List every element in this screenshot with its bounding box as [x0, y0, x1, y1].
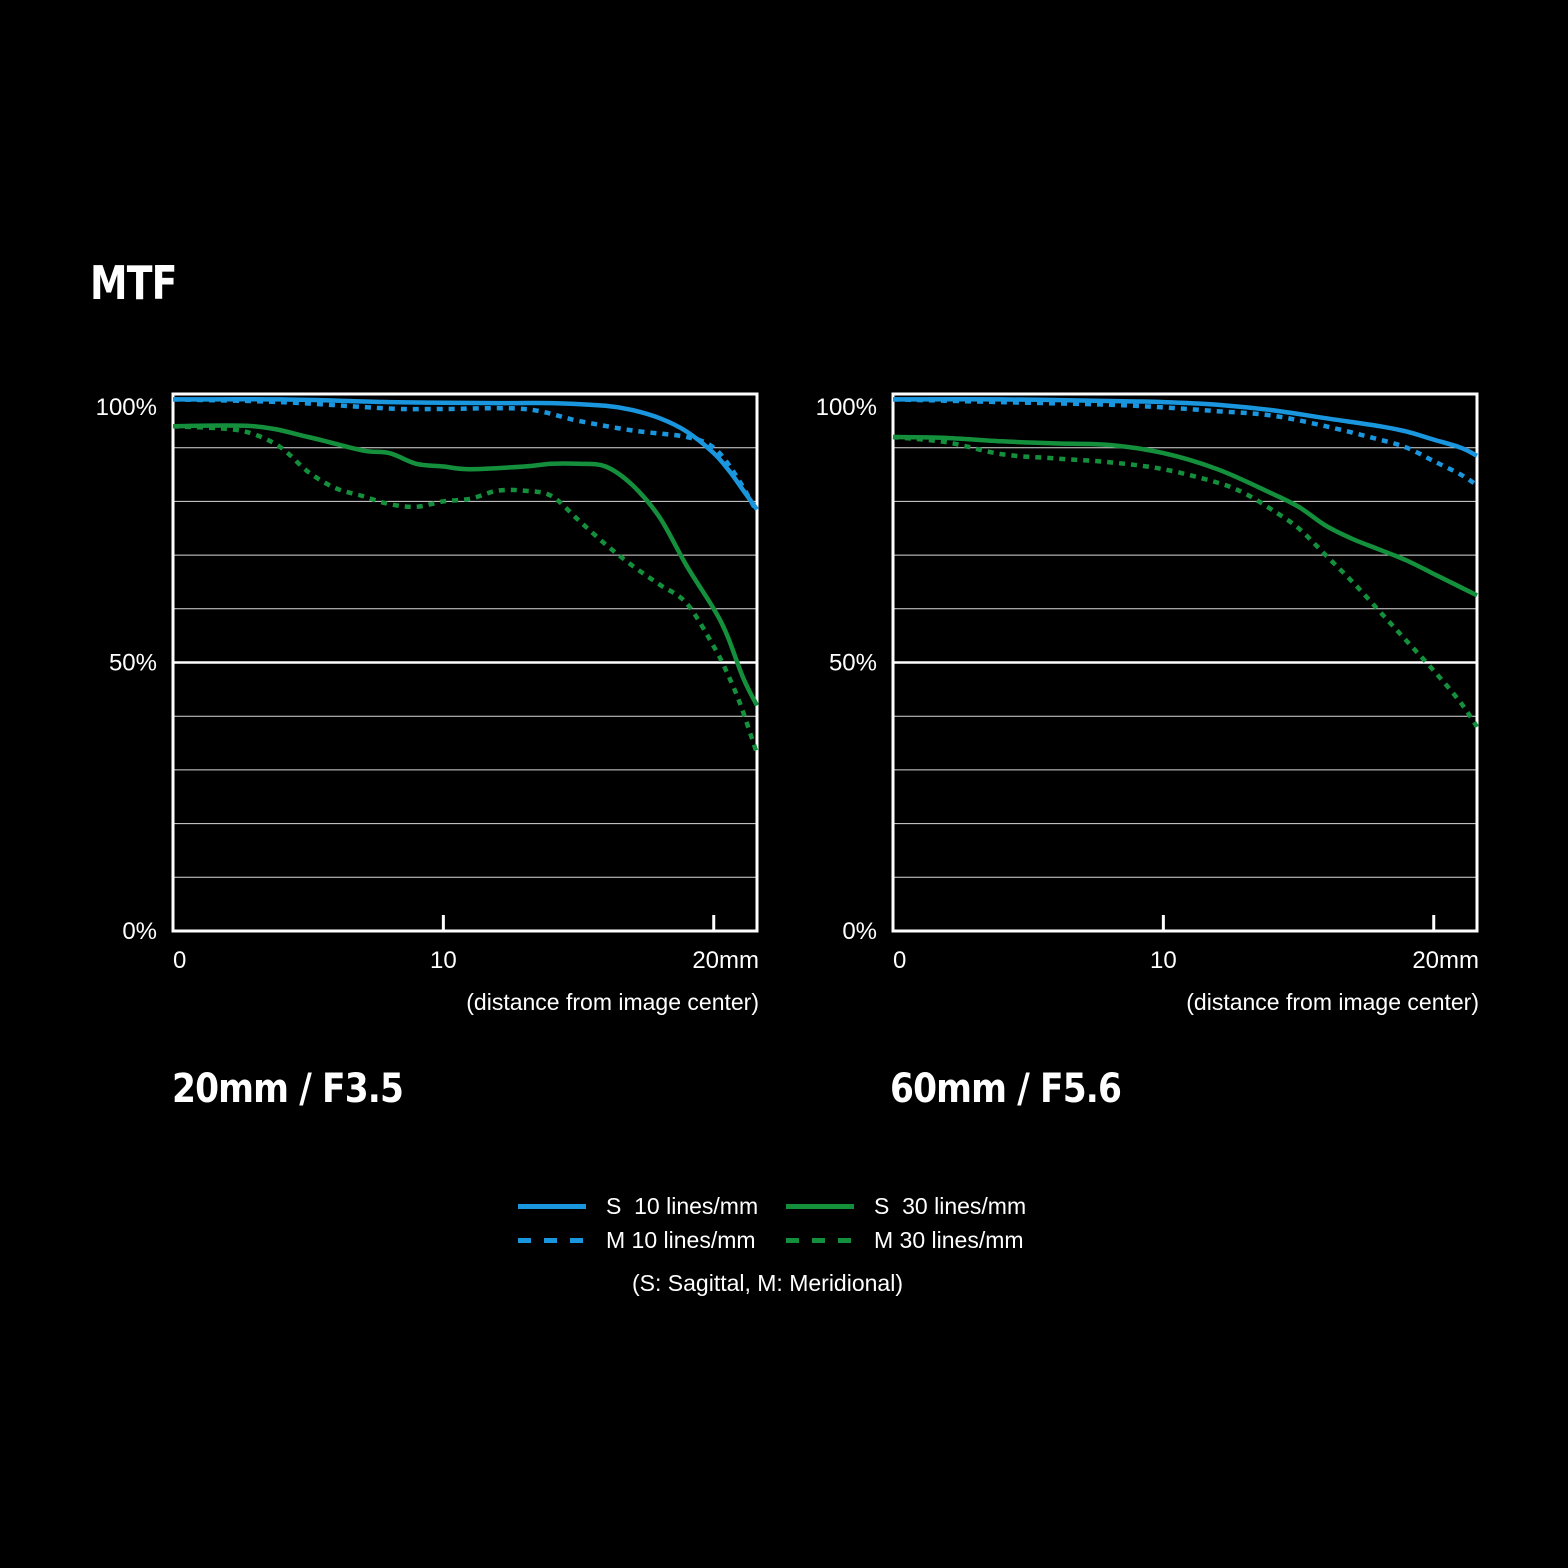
legend-note: (S: Sagittal, M: Meridional): [632, 1270, 903, 1296]
series-line-m30: [892, 434, 1479, 729]
series-line-s30: [172, 423, 760, 707]
legend-item-s30: S 30 lines/mm: [786, 1190, 1026, 1222]
y-tick-label: 0%: [122, 918, 157, 945]
plot-frame: [171, 392, 759, 933]
y-tick-label: 100%: [816, 394, 877, 421]
legend-label-m10: M 10 lines/mm: [606, 1226, 756, 1253]
x-axis-label: (distance from image center): [466, 989, 759, 1015]
chart-title-60mm: 60mm / F5.6: [890, 1066, 1122, 1112]
x-tick-label: 20mm: [692, 947, 759, 974]
legend-item-m10: M 10 lines/mm: [518, 1224, 756, 1256]
legend-swatch-s10: [518, 1203, 586, 1209]
legend-swatch-m10: [518, 1237, 586, 1243]
legend-swatch-s30: [786, 1203, 854, 1209]
series-line-s10: [892, 397, 1479, 458]
series-line-s30: [892, 434, 1479, 598]
legend-item-s10: S 10 lines/mm: [518, 1190, 758, 1222]
y-tick-label: 0%: [842, 918, 877, 945]
x-tick-label: 20mm: [1412, 947, 1479, 974]
y-tick-label: 50%: [829, 650, 877, 677]
x-axis-label: (distance from image center): [1186, 989, 1479, 1015]
legend-label-s30: S 30 lines/mm: [874, 1192, 1027, 1219]
x-tick-label: 10: [430, 947, 457, 974]
series-line-s10: [172, 396, 759, 511]
legend-label-m30: M 30 lines/mm: [874, 1226, 1024, 1253]
mtf-chart-20mm: 0% 50% 100% 0 10 20mm (distance from image cen…: [96, 392, 760, 1015]
series-line-m10: [172, 397, 759, 514]
x-tick-label: 10: [1150, 947, 1177, 974]
legend-swatch-m30: [786, 1237, 854, 1243]
y-tick-label: 100%: [96, 394, 157, 421]
y-tick-label: 50%: [109, 650, 157, 677]
series-line-m30: [172, 423, 760, 755]
series-line-m10: [892, 397, 1479, 488]
plot-frame: [891, 392, 1479, 933]
chart-title-20mm: 20mm / F3.5: [172, 1066, 404, 1112]
x-tick-label: 0: [173, 947, 186, 974]
legend-label-s10: S 10 lines/mm: [606, 1192, 759, 1219]
page-title: MTF: [90, 256, 177, 310]
legend-item-m30: M 30 lines/mm: [786, 1224, 1024, 1256]
x-tick-label: 0: [893, 947, 906, 974]
legend: S 10 lines/mm S 30 lines/mm M 10 lines/m…: [518, 1190, 1058, 1310]
mtf-chart-60mm: 0% 50% 100% 0 10 20mm (distance from image cen…: [816, 392, 1479, 1015]
